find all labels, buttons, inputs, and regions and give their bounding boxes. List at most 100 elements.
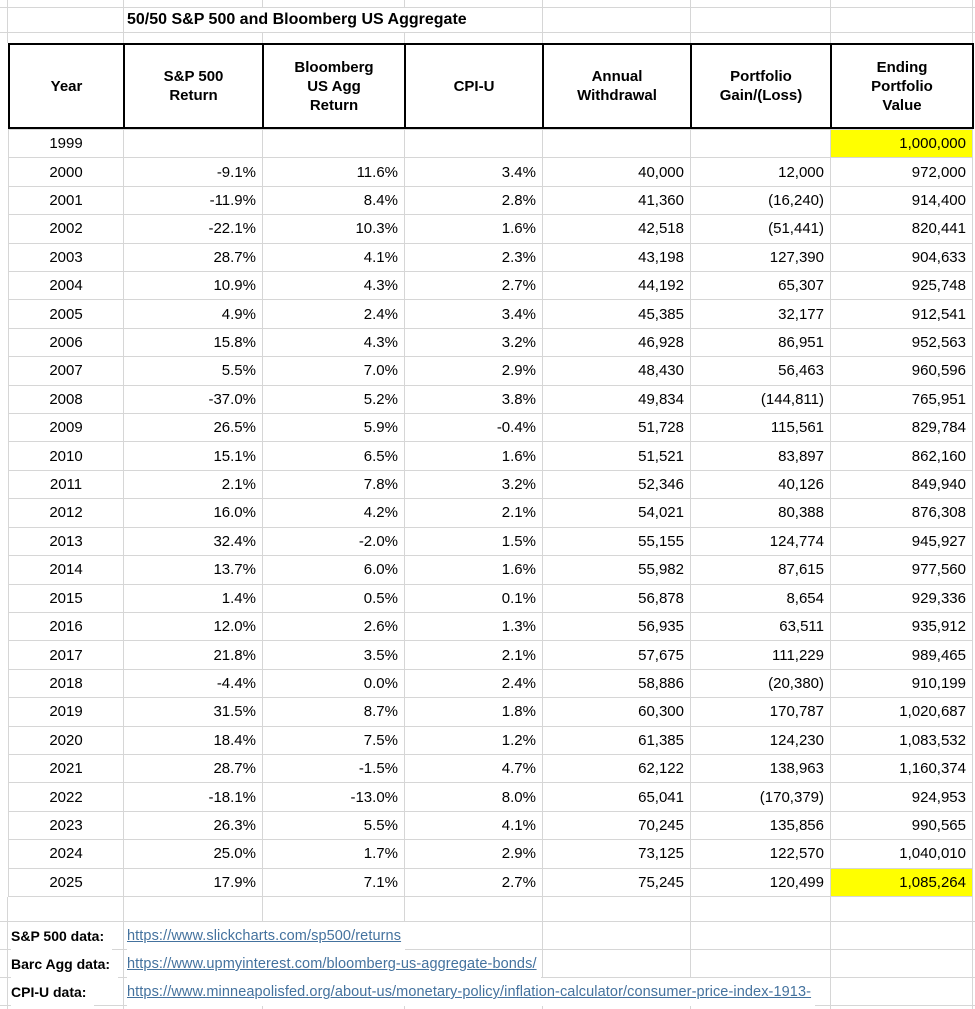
cell-agg-return[interactable]: 7.8% bbox=[262, 469, 405, 500]
cell-portfolio-gain-loss[interactable]: 12,000 bbox=[690, 157, 831, 187]
cell-portfolio-gain-loss[interactable]: 135,856 bbox=[690, 810, 831, 841]
cell-cpi[interactable]: 3.4% bbox=[404, 299, 543, 329]
cell-ending-portfolio-value[interactable]: 929,336 bbox=[830, 583, 973, 613]
cell-year[interactable]: 2003 bbox=[8, 242, 124, 273]
cell-portfolio-gain-loss[interactable]: (20,380) bbox=[690, 668, 831, 699]
cell-agg-return[interactable]: 1.7% bbox=[262, 839, 405, 869]
cell-annual-withdrawal[interactable]: 45,385 bbox=[542, 299, 691, 329]
cell-annual-withdrawal[interactable]: 51,521 bbox=[542, 441, 691, 471]
cell-agg-return[interactable]: 6.0% bbox=[262, 555, 405, 585]
cell-portfolio-gain-loss[interactable]: 63,511 bbox=[690, 611, 831, 642]
source-link-barc-agg[interactable]: https://www.upmyinterest.com/bloomberg-u… bbox=[127, 950, 541, 978]
cell-sp500-return[interactable]: 26.5% bbox=[123, 413, 263, 443]
cell-cpi[interactable]: 0.1% bbox=[404, 583, 543, 613]
cell-portfolio-gain-loss[interactable]: 65,307 bbox=[690, 271, 831, 301]
header-portfolio-gain-loss[interactable]: Portfolio Gain/(Loss) bbox=[690, 43, 832, 129]
cell-annual-withdrawal[interactable]: 75,245 bbox=[542, 867, 691, 898]
header-agg-return[interactable]: Bloomberg US Agg Return bbox=[262, 43, 406, 129]
cell-year[interactable]: 2015 bbox=[8, 583, 124, 613]
cell-cpi[interactable]: 4.7% bbox=[404, 753, 543, 784]
cell-cpi[interactable]: 2.9% bbox=[404, 356, 543, 386]
cell-agg-return[interactable]: 2.6% bbox=[262, 611, 405, 642]
cell-ending-portfolio-value[interactable]: 952,563 bbox=[830, 327, 973, 358]
cell-sp500-return[interactable]: 13.7% bbox=[123, 555, 263, 585]
cell-year[interactable]: 2024 bbox=[8, 839, 124, 869]
cell-portfolio-gain-loss[interactable]: (51,441) bbox=[690, 214, 831, 244]
cell-year[interactable]: 2018 bbox=[8, 668, 124, 699]
cell-year[interactable]: 2000 bbox=[8, 157, 124, 187]
cell-portfolio-gain-loss[interactable]: (144,811) bbox=[690, 384, 831, 415]
cell-agg-return[interactable]: 4.3% bbox=[262, 271, 405, 301]
header-sp500-return[interactable]: S&P 500 Return bbox=[123, 43, 264, 129]
cell-sp500-return[interactable]: 25.0% bbox=[123, 839, 263, 869]
cell-portfolio-gain-loss[interactable]: 86,951 bbox=[690, 327, 831, 358]
cell-annual-withdrawal[interactable]: 61,385 bbox=[542, 725, 691, 755]
cell-ending-portfolio-value[interactable]: 945,927 bbox=[830, 526, 973, 557]
cell-year[interactable]: 2005 bbox=[8, 299, 124, 329]
cell-ending-portfolio-value[interactable]: 1,020,687 bbox=[830, 697, 973, 727]
cell-year[interactable]: 1999 bbox=[8, 128, 124, 159]
cell-portfolio-gain-loss[interactable]: 56,463 bbox=[690, 356, 831, 386]
cell-ending-portfolio-value[interactable]: 977,560 bbox=[830, 555, 973, 585]
cell-ending-portfolio-value[interactable]: 862,160 bbox=[830, 441, 973, 471]
cell-agg-return[interactable]: 8.4% bbox=[262, 185, 405, 216]
cell-ending-portfolio-value[interactable]: 1,000,000 bbox=[830, 128, 973, 159]
cell-annual-withdrawal[interactable]: 43,198 bbox=[542, 242, 691, 273]
cell-cpi[interactable]: 2.1% bbox=[404, 640, 543, 670]
cell-year[interactable]: 2007 bbox=[8, 356, 124, 386]
cell-ending-portfolio-value[interactable]: 904,633 bbox=[830, 242, 973, 273]
cell-annual-withdrawal[interactable]: 40,000 bbox=[542, 157, 691, 187]
cell-agg-return[interactable]: 5.5% bbox=[262, 810, 405, 841]
cell-year[interactable]: 2019 bbox=[8, 697, 124, 727]
cell-cpi[interactable]: 1.6% bbox=[404, 555, 543, 585]
cell-year[interactable]: 2021 bbox=[8, 753, 124, 784]
cell-portfolio-gain-loss[interactable]: 111,229 bbox=[690, 640, 831, 670]
cell-cpi[interactable]: 2.4% bbox=[404, 668, 543, 699]
cell-agg-return[interactable]: 4.1% bbox=[262, 242, 405, 273]
cell-annual-withdrawal[interactable]: 54,021 bbox=[542, 498, 691, 528]
cell-year[interactable]: 2010 bbox=[8, 441, 124, 471]
cell-cpi[interactable]: 4.1% bbox=[404, 810, 543, 841]
cell-cpi[interactable]: 2.8% bbox=[404, 185, 543, 216]
cell-sp500-return[interactable]: -9.1% bbox=[123, 157, 263, 187]
cell-portfolio-gain-loss[interactable]: 124,230 bbox=[690, 725, 831, 755]
cell-annual-withdrawal[interactable] bbox=[542, 128, 691, 159]
cell-sp500-return[interactable]: 31.5% bbox=[123, 697, 263, 727]
cell-sp500-return[interactable] bbox=[123, 128, 263, 159]
cell-sp500-return[interactable]: -11.9% bbox=[123, 185, 263, 216]
cell-year[interactable]: 2025 bbox=[8, 867, 124, 898]
cell-ending-portfolio-value[interactable]: 912,541 bbox=[830, 299, 973, 329]
cell-year[interactable]: 2013 bbox=[8, 526, 124, 557]
cell-cpi[interactable]: -0.4% bbox=[404, 413, 543, 443]
cell-portfolio-gain-loss[interactable]: 115,561 bbox=[690, 413, 831, 443]
cell-portfolio-gain-loss[interactable]: 124,774 bbox=[690, 526, 831, 557]
cell-cpi[interactable]: 2.1% bbox=[404, 498, 543, 528]
cell-agg-return[interactable]: 7.5% bbox=[262, 725, 405, 755]
cell-portfolio-gain-loss[interactable]: 122,570 bbox=[690, 839, 831, 869]
cell-ending-portfolio-value[interactable]: 910,199 bbox=[830, 668, 973, 699]
cell-annual-withdrawal[interactable]: 58,886 bbox=[542, 668, 691, 699]
cell-sp500-return[interactable]: 28.7% bbox=[123, 242, 263, 273]
cell-ending-portfolio-value[interactable]: 1,160,374 bbox=[830, 753, 973, 784]
cell-sp500-return[interactable]: 21.8% bbox=[123, 640, 263, 670]
cell-portfolio-gain-loss[interactable]: 127,390 bbox=[690, 242, 831, 273]
cell-year[interactable]: 2004 bbox=[8, 271, 124, 301]
cell-cpi[interactable]: 2.3% bbox=[404, 242, 543, 273]
cell-portfolio-gain-loss[interactable]: 87,615 bbox=[690, 555, 831, 585]
cell-year[interactable]: 2009 bbox=[8, 413, 124, 443]
cell-year[interactable]: 2002 bbox=[8, 214, 124, 244]
cell-portfolio-gain-loss[interactable]: 32,177 bbox=[690, 299, 831, 329]
cell-sp500-return[interactable]: 10.9% bbox=[123, 271, 263, 301]
cell-sp500-return[interactable]: 28.7% bbox=[123, 753, 263, 784]
cell-annual-withdrawal[interactable]: 51,728 bbox=[542, 413, 691, 443]
cell-agg-return[interactable]: 7.1% bbox=[262, 867, 405, 898]
cell-annual-withdrawal[interactable]: 56,935 bbox=[542, 611, 691, 642]
header-year[interactable]: Year bbox=[8, 43, 125, 129]
cell-portfolio-gain-loss[interactable]: 83,897 bbox=[690, 441, 831, 471]
cell-year[interactable]: 2011 bbox=[8, 469, 124, 500]
cell-year[interactable]: 2020 bbox=[8, 725, 124, 755]
cell-ending-portfolio-value[interactable]: 914,400 bbox=[830, 185, 973, 216]
cell-cpi[interactable]: 2.7% bbox=[404, 271, 543, 301]
cell-annual-withdrawal[interactable]: 49,834 bbox=[542, 384, 691, 415]
cell-year[interactable]: 2006 bbox=[8, 327, 124, 358]
